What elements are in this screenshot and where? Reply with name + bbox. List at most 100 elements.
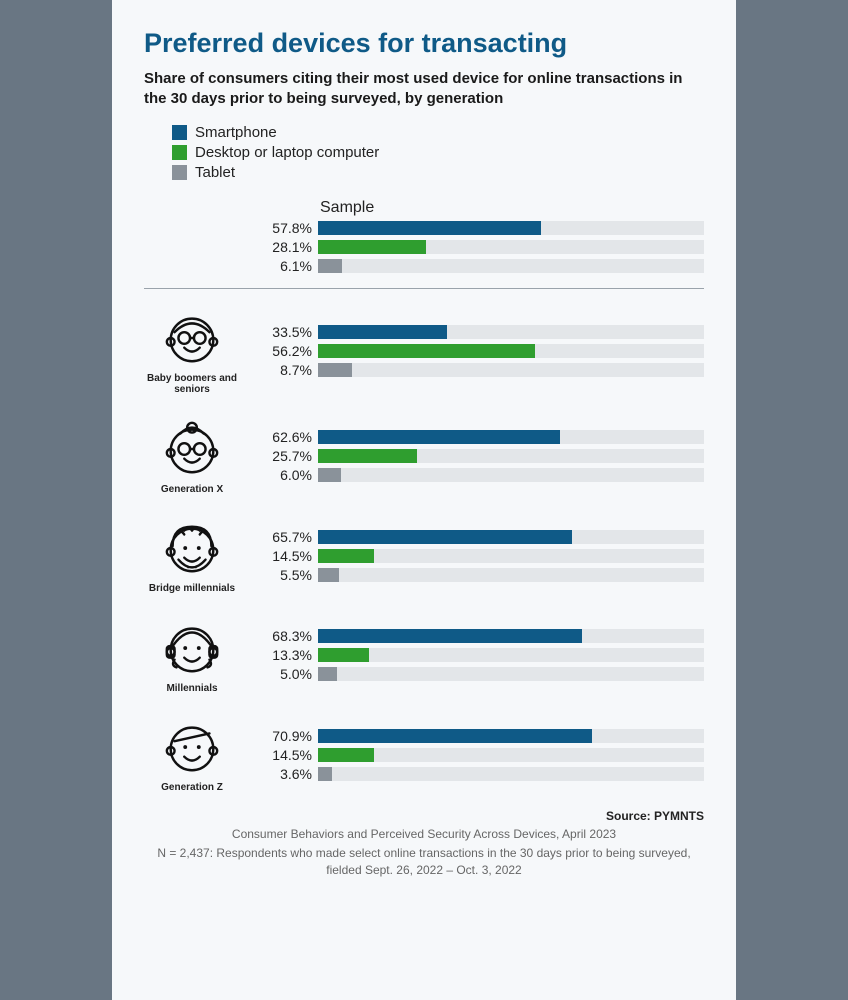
bridge-icon — [161, 517, 223, 579]
generation-group: Generation Z 70.9% 14.5% 3.6% — [144, 716, 704, 794]
bar-fill — [318, 259, 342, 273]
source-label: Source: PYMNTS — [606, 809, 704, 823]
bar-row: 68.3% — [252, 628, 704, 644]
bar-fill — [318, 468, 341, 482]
bar-fill — [318, 363, 352, 377]
bar-row: 8.7% — [252, 362, 704, 378]
bar-row: 28.1% — [252, 239, 704, 255]
legend-label: Smartphone — [195, 124, 277, 141]
group-label: Generation Z — [144, 782, 240, 794]
bar-track — [318, 221, 704, 235]
bar-fill — [318, 430, 560, 444]
legend: Smartphone Desktop or laptop computer Tabl… — [172, 124, 704, 181]
group-icon-column: Generation Z — [144, 716, 240, 794]
bar-row: 14.5% — [252, 548, 704, 564]
genz-icon — [161, 716, 223, 778]
bar-value-label: 70.9% — [252, 728, 312, 744]
legend-item: Desktop or laptop computer — [172, 144, 704, 161]
bar-row: 3.6% — [252, 766, 704, 782]
groups-container: Baby boomers and seniors 33.5% 56.2% 8.7% Ge… — [144, 307, 704, 794]
bar-row: 14.5% — [252, 747, 704, 763]
bar-track — [318, 430, 704, 444]
bar-track — [318, 648, 704, 662]
bar-value-label: 57.8% — [252, 220, 312, 236]
millennial-icon — [161, 617, 223, 679]
legend-swatch — [172, 145, 187, 160]
group-bars: 33.5% 56.2% 8.7% — [252, 321, 704, 381]
bar-fill — [318, 221, 541, 235]
bar-value-label: 5.0% — [252, 666, 312, 682]
group-bars: 70.9% 14.5% 3.6% — [252, 725, 704, 785]
bar-track — [318, 240, 704, 254]
bar-track — [318, 729, 704, 743]
bar-fill — [318, 240, 426, 254]
bar-track — [318, 667, 704, 681]
bar-value-label: 14.5% — [252, 548, 312, 564]
bar-fill — [318, 667, 337, 681]
legend-swatch — [172, 165, 187, 180]
bar-track — [318, 568, 704, 582]
bar-value-label: 65.7% — [252, 529, 312, 545]
boomer-icon — [161, 307, 223, 369]
bar-row: 25.7% — [252, 448, 704, 464]
bar-fill — [318, 549, 374, 563]
group-label: Generation X — [144, 484, 240, 496]
generation-group: Baby boomers and seniors 33.5% 56.2% 8.7% — [144, 307, 704, 396]
bar-track — [318, 325, 704, 339]
bar-value-label: 8.7% — [252, 362, 312, 378]
bar-value-label: 6.0% — [252, 467, 312, 483]
chart-card: Preferred devices for transacting Share … — [112, 0, 736, 1000]
bar-value-label: 3.6% — [252, 766, 312, 782]
bar-track — [318, 748, 704, 762]
legend-item: Smartphone — [172, 124, 704, 141]
footer-source: Source: PYMNTS — [144, 808, 704, 825]
bar-track — [318, 629, 704, 643]
legend-label: Desktop or laptop computer — [195, 144, 379, 161]
chart-title: Preferred devices for transacting — [144, 28, 704, 59]
bar-row: 65.7% — [252, 529, 704, 545]
bar-row: 13.3% — [252, 647, 704, 663]
bar-value-label: 25.7% — [252, 448, 312, 464]
bar-fill — [318, 325, 447, 339]
group-label: Baby boomers and seniors — [144, 373, 240, 396]
generation-group: Generation X 62.6% 25.7% 6.0% — [144, 418, 704, 496]
bar-fill — [318, 344, 535, 358]
group-label: Bridge millennials — [144, 583, 240, 595]
bar-track — [318, 344, 704, 358]
bar-fill — [318, 767, 332, 781]
generation-group: Bridge millennials 65.7% 14.5% 5.5% — [144, 517, 704, 595]
bar-fill — [318, 648, 369, 662]
chart-subtitle: Share of consumers citing their most use… — [144, 69, 704, 110]
bar-value-label: 68.3% — [252, 628, 312, 644]
sample-bars: 57.8% 28.1% 6.1% — [252, 220, 704, 274]
bar-value-label: 33.5% — [252, 324, 312, 340]
bar-value-label: 5.5% — [252, 567, 312, 583]
footer-line-1: Consumer Behaviors and Perceived Securit… — [144, 826, 704, 843]
bar-row: 57.8% — [252, 220, 704, 236]
bar-row: 6.0% — [252, 467, 704, 483]
bar-value-label: 28.1% — [252, 239, 312, 255]
bar-track — [318, 468, 704, 482]
bar-fill — [318, 629, 582, 643]
bar-row: 56.2% — [252, 343, 704, 359]
sample-block: Sample 57.8%28.1%6.1% — [144, 199, 704, 274]
bar-value-label: 14.5% — [252, 747, 312, 763]
footer-line-2: N = 2,437: Respondents who made select o… — [144, 845, 704, 879]
bar-track — [318, 549, 704, 563]
bar-row: 62.6% — [252, 429, 704, 445]
legend-item: Tablet — [172, 164, 704, 181]
bar-row: 5.5% — [252, 567, 704, 583]
group-icon-column: Bridge millennials — [144, 517, 240, 595]
group-icon-column: Millennials — [144, 617, 240, 695]
bar-value-label: 56.2% — [252, 343, 312, 359]
group-icon-column: Generation X — [144, 418, 240, 496]
bar-row: 5.0% — [252, 666, 704, 682]
group-bars: 65.7% 14.5% 5.5% — [252, 526, 704, 586]
legend-label: Tablet — [195, 164, 235, 181]
bar-row: 6.1% — [252, 258, 704, 274]
bar-fill — [318, 568, 339, 582]
bar-fill — [318, 748, 374, 762]
group-icon-column: Baby boomers and seniors — [144, 307, 240, 396]
group-label: Millennials — [144, 683, 240, 695]
bar-value-label: 62.6% — [252, 429, 312, 445]
